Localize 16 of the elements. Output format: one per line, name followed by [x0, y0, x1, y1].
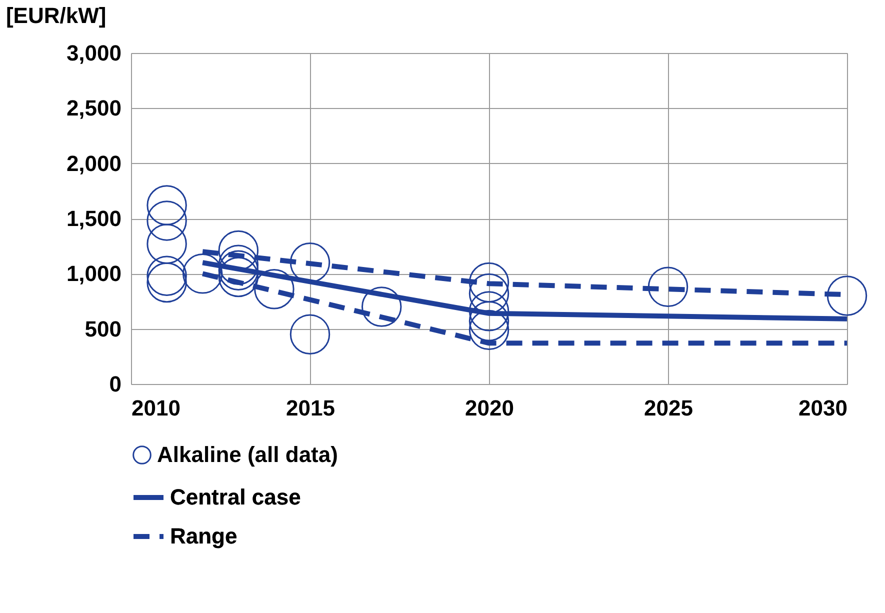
y-tick-label: 1,500 [66, 206, 122, 231]
y-tick-label: 3,000 [66, 40, 122, 66]
x-tick-label: 2015 [286, 396, 335, 420]
y-tick-label: 1,000 [66, 261, 122, 286]
y-tick-label: 0 [109, 372, 122, 396]
y-tick-label: 500 [84, 316, 122, 342]
x-tick-label: 2030 [798, 396, 848, 420]
x-tick-label: 2010 [132, 396, 180, 420]
y-axis-title: [EUR/kW] [6, 3, 106, 28]
legend-label: Range [170, 524, 238, 548]
x-tick-label: 2020 [465, 396, 514, 420]
x-tick-label: 2025 [644, 396, 693, 420]
y-tick-label: 2,000 [66, 150, 122, 176]
y-tick-label: 2,500 [66, 96, 122, 121]
legend-label: Alkaline (all data) [157, 442, 338, 467]
legend-label: Central case [170, 484, 301, 510]
